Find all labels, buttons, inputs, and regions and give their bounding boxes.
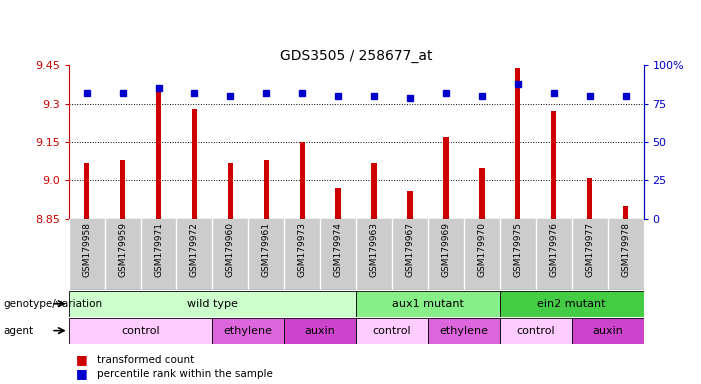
Bar	[69, 318, 212, 344]
Text: GSM179960: GSM179960	[226, 222, 235, 277]
Bar	[587, 178, 592, 219]
Text: GSM179958: GSM179958	[82, 222, 91, 277]
Bar	[264, 160, 269, 219]
Bar	[572, 318, 644, 344]
Bar	[407, 191, 413, 219]
Text: aux1 mutant: aux1 mutant	[392, 299, 464, 309]
Bar	[285, 318, 356, 344]
Bar	[500, 291, 644, 317]
Bar	[228, 162, 233, 219]
Bar	[551, 111, 557, 219]
Bar	[443, 137, 449, 219]
Text: auxin: auxin	[592, 326, 623, 336]
Title: GDS3505 / 258677_at: GDS3505 / 258677_at	[280, 49, 433, 63]
Text: GSM179974: GSM179974	[334, 222, 343, 277]
Bar	[120, 160, 125, 219]
Text: GSM179975: GSM179975	[513, 222, 522, 277]
Text: GSM179961: GSM179961	[261, 222, 271, 277]
Bar	[500, 318, 572, 344]
Text: agent: agent	[4, 326, 34, 336]
Text: GSM179978: GSM179978	[621, 222, 630, 277]
Bar	[356, 318, 428, 344]
Bar	[356, 291, 500, 317]
Text: ethylene: ethylene	[440, 326, 489, 336]
Text: GSM179973: GSM179973	[298, 222, 307, 277]
Bar	[69, 291, 356, 317]
Text: GSM179971: GSM179971	[154, 222, 163, 277]
Text: percentile rank within the sample: percentile rank within the sample	[97, 369, 273, 379]
Text: GSM179977: GSM179977	[585, 222, 594, 277]
Text: wild type: wild type	[187, 299, 238, 309]
Bar	[299, 142, 305, 219]
Text: ■: ■	[76, 367, 88, 380]
Bar	[515, 68, 520, 219]
Text: ethylene: ethylene	[224, 326, 273, 336]
Text: transformed count: transformed count	[97, 355, 194, 365]
Text: auxin: auxin	[305, 326, 336, 336]
Bar	[212, 318, 285, 344]
Text: ■: ■	[76, 353, 88, 366]
Bar	[428, 318, 500, 344]
Bar	[623, 206, 628, 219]
Text: GSM179959: GSM179959	[118, 222, 127, 277]
Text: genotype/variation: genotype/variation	[4, 299, 102, 309]
Bar	[336, 188, 341, 219]
Text: GSM179969: GSM179969	[442, 222, 451, 277]
Text: control: control	[517, 326, 555, 336]
Bar	[84, 162, 89, 219]
Text: GSM179976: GSM179976	[549, 222, 558, 277]
Bar	[156, 86, 161, 219]
Text: GSM179970: GSM179970	[477, 222, 486, 277]
Bar	[192, 109, 197, 219]
Text: GSM179963: GSM179963	[369, 222, 379, 277]
Text: control: control	[121, 326, 160, 336]
Text: control: control	[373, 326, 411, 336]
Text: GSM179967: GSM179967	[405, 222, 414, 277]
Bar	[479, 168, 484, 219]
Text: ein2 mutant: ein2 mutant	[538, 299, 606, 309]
Bar	[372, 162, 376, 219]
Text: GSM179972: GSM179972	[190, 222, 199, 277]
